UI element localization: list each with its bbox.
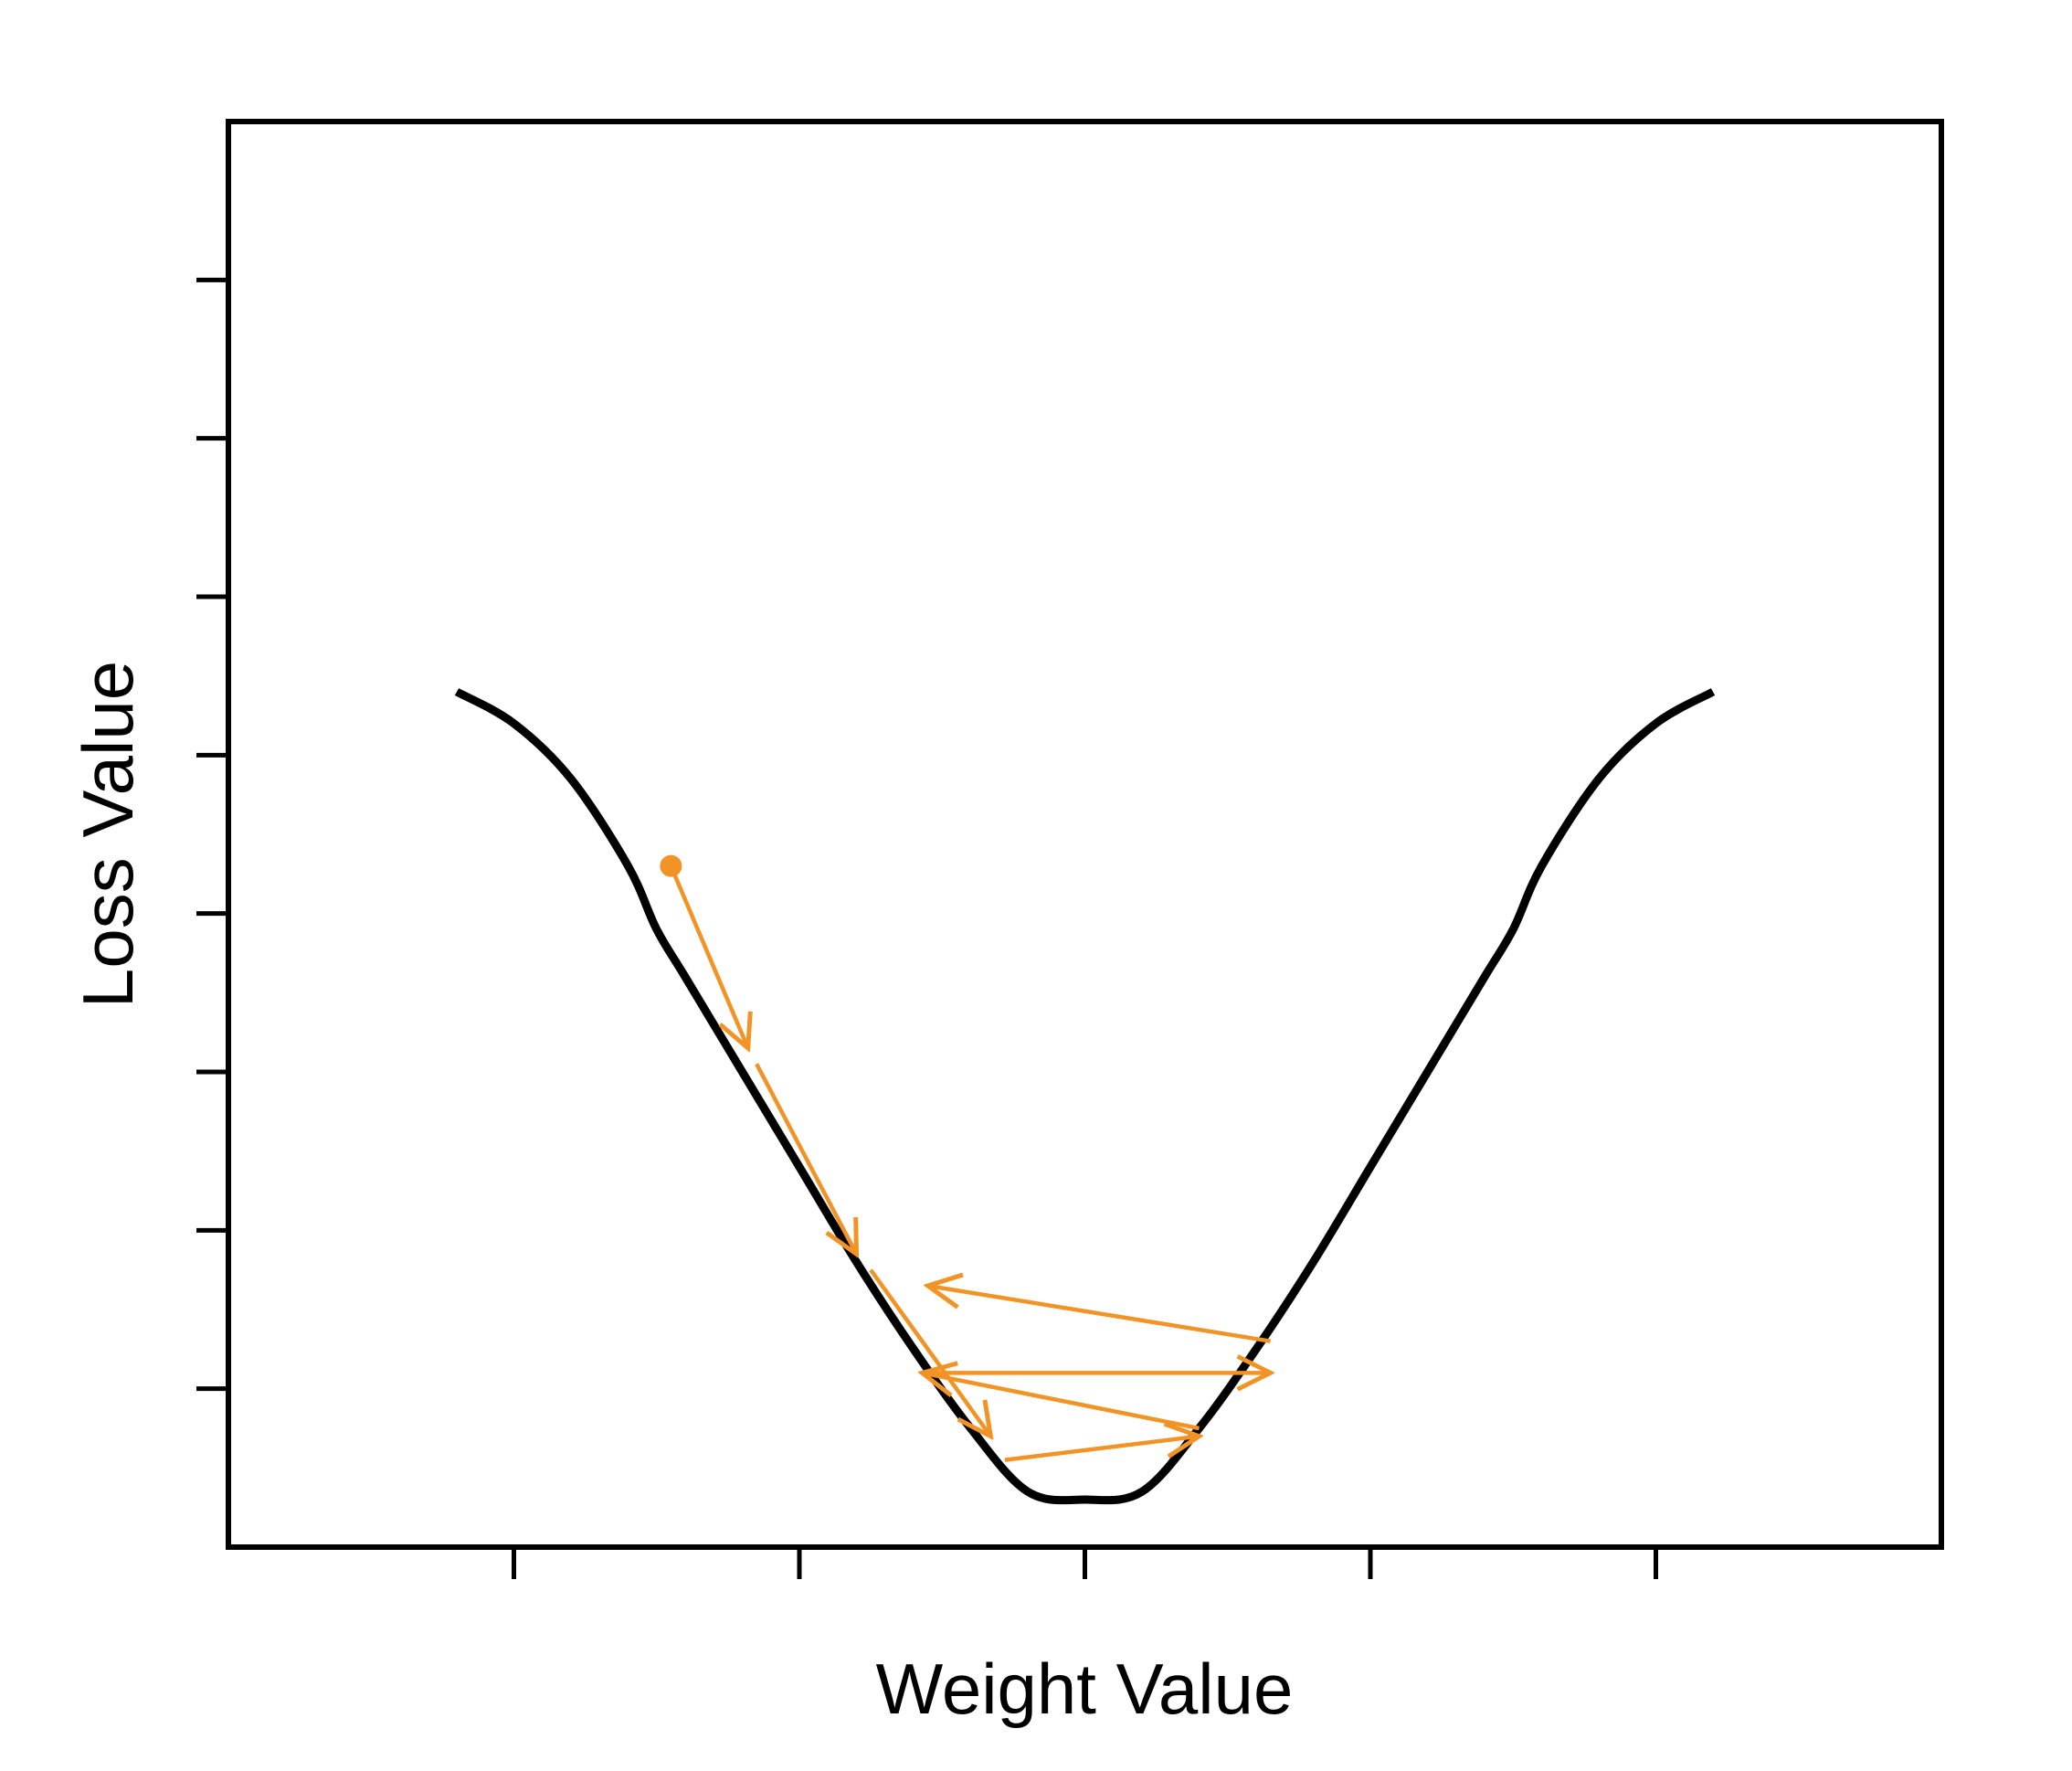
optimizer-step-arrow [922,1373,1200,1431]
optimizer-step-arrow [928,1286,1271,1343]
y-ticks [196,277,228,1392]
optimizer-step-arrow [669,864,747,1048]
x-ticks [512,1547,1658,1579]
x-axis-label: Weight Value [876,1649,1294,1729]
y-axis-label: Loss Value [68,661,148,1008]
start-point [660,854,682,877]
optimizer-step-arrow [1004,1437,1200,1462]
optimizer-step-arrow [869,1268,990,1437]
loss-curve [454,688,1716,1505]
optimizer-path [669,864,1271,1462]
plot-frame [226,119,1944,1550]
optimizer-step-arrow [755,1063,856,1254]
